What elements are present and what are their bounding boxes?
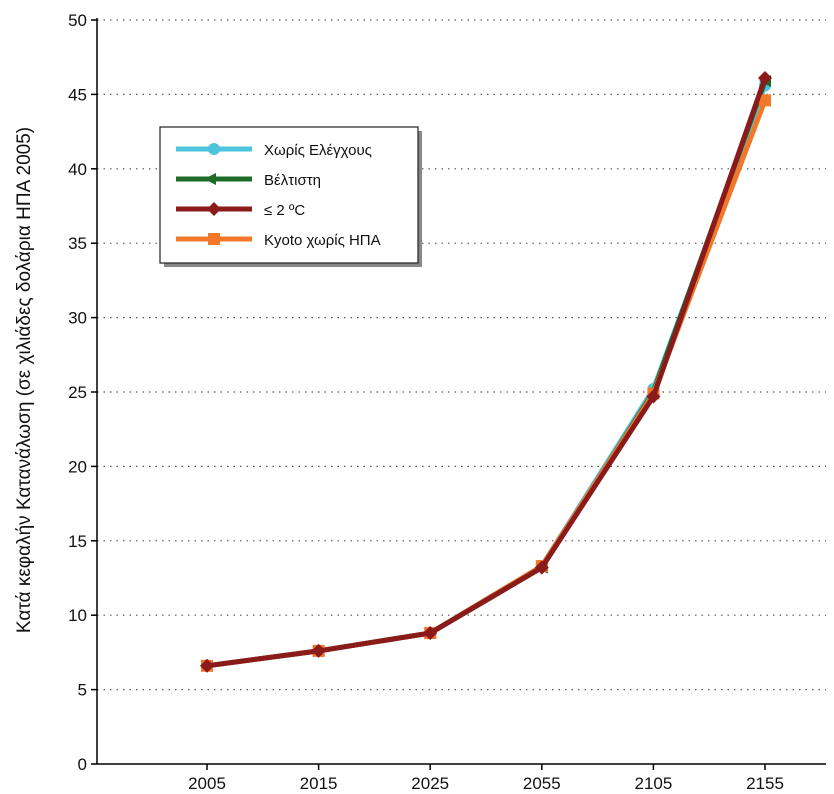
y-tick-label: 5 (78, 681, 87, 700)
y-tick-label: 30 (68, 309, 87, 328)
legend-label: Βέλτιστη (264, 172, 321, 189)
x-tick-label: 2105 (634, 774, 672, 793)
y-tick-label: 50 (68, 11, 87, 30)
legend-item: Χωρίς Ελέγχους (176, 142, 372, 159)
data-point-marker (758, 71, 772, 86)
x-tick-label: 2155 (746, 774, 784, 793)
data-point-marker (207, 202, 221, 216)
x-tick-label: 2055 (523, 774, 561, 793)
legend-label: Χωρίς Ελέγχους (264, 142, 372, 159)
x-tick-labels: 2005 2015 2025 2055 2105 2155 (188, 774, 784, 793)
data-point-marker (759, 94, 771, 107)
data-point-marker (311, 643, 326, 658)
data-point-marker (200, 658, 214, 673)
y-tick-label: 15 (68, 532, 87, 551)
data-point-marker (423, 626, 438, 641)
legend-label: ≤ 2 ºC (264, 202, 305, 219)
axes (91, 18, 826, 770)
series-lines (200, 71, 772, 673)
legend-item: Kyoto χωρίς ΗΠΑ (176, 232, 381, 249)
y-axis-title: Κατά κεφαλήν Κατανάλωση (σε χιλιάδες δολ… (14, 127, 35, 633)
legend-label: Kyoto χωρίς ΗΠΑ (264, 232, 381, 249)
legend-item: ≤ 2 ºC (176, 202, 305, 219)
legend-item: Βέλτιστη (176, 172, 321, 189)
y-tick-label: 35 (68, 234, 87, 253)
y-tick-label: 0 (78, 755, 87, 774)
y-tick-label: 45 (68, 85, 87, 104)
data-point-marker (646, 389, 661, 404)
y-tick-label: 20 (68, 457, 87, 476)
series (200, 71, 772, 673)
y-tick-label: 40 (68, 160, 87, 179)
y-tick-labels: 0 5 10 15 20 25 30 35 40 45 50 (68, 11, 87, 774)
x-tick-label: 2015 (300, 774, 338, 793)
data-point-marker (208, 233, 220, 245)
y-tick-label: 10 (68, 606, 87, 625)
x-tick-label: 2025 (411, 774, 449, 793)
x-tick-label: 2005 (188, 774, 226, 793)
data-point-marker (534, 560, 549, 575)
y-tick-label: 25 (68, 383, 87, 402)
series-line (204, 75, 768, 669)
data-point-marker (208, 143, 220, 155)
legend: Χωρίς Ελέγχους Βέλτιστη ≤ 2 ºC Kyoto χωρίς … (159, 126, 422, 267)
grid-lines (97, 19, 826, 691)
data-point-marker (204, 173, 216, 185)
